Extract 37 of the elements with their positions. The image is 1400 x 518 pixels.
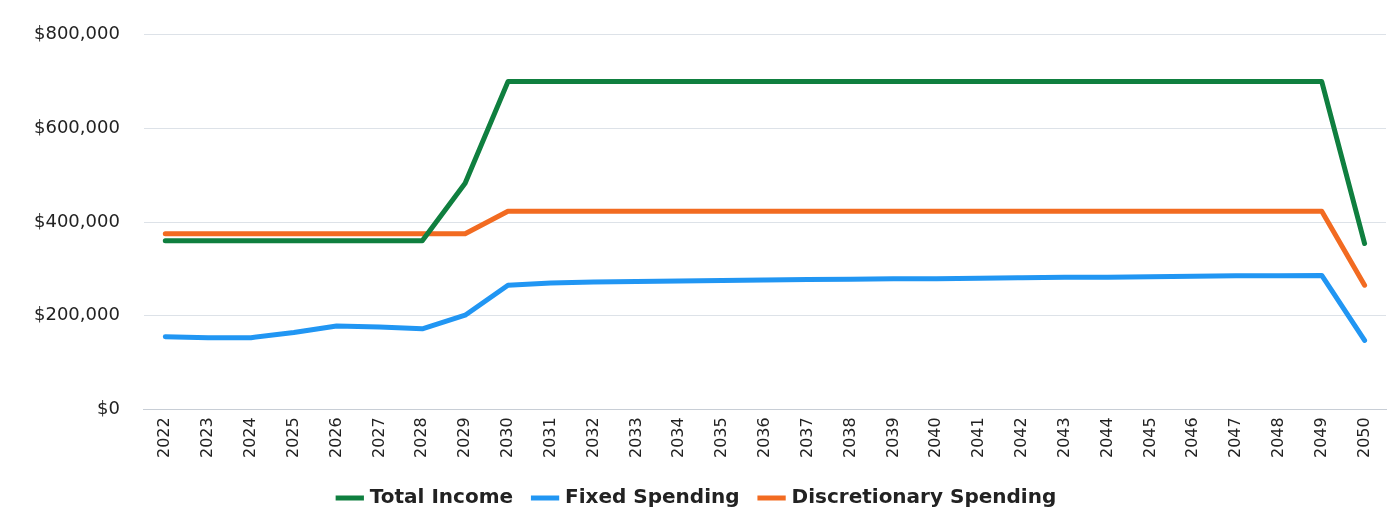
x-tick-label: 2023 (197, 417, 217, 458)
y-tick-label: $800,000 (34, 22, 120, 44)
x-tick-label: 2029 (454, 417, 474, 458)
x-tick-label: 2027 (368, 417, 388, 458)
y-tick-label: $200,000 (34, 303, 120, 325)
x-tick-label: 2033 (625, 417, 645, 458)
x-tick-label: 2028 (411, 417, 431, 458)
x-tick-label: 2050 (1353, 417, 1373, 458)
x-tick-label: 2038 (839, 417, 859, 458)
legend-label: Discretionary Spending (791, 484, 1057, 509)
x-tick-label: 2044 (1096, 417, 1116, 458)
x-tick-label: 2035 (711, 417, 731, 458)
x-tick-label: 2041 (968, 417, 988, 458)
x-tick-label: 2042 (1011, 417, 1031, 458)
x-tick-label: 2049 (1310, 417, 1330, 458)
y-tick-label: $0 (96, 396, 120, 418)
y-tick-label: $600,000 (34, 116, 120, 138)
x-tick-label: 2030 (497, 417, 517, 458)
legend-label: Fixed Spending (565, 484, 740, 509)
x-tick-label: 2034 (668, 417, 688, 458)
x-tick-label: 2040 (925, 417, 945, 458)
x-tick-label: 2037 (796, 417, 816, 458)
x-tick-label: 2045 (1139, 417, 1159, 458)
x-tick-label: 2025 (282, 417, 302, 458)
x-tick-label: 2039 (882, 417, 902, 458)
x-tick-label: 2046 (1182, 417, 1202, 458)
x-tick-label: 2024 (240, 417, 260, 458)
legend-label: Total Income (369, 484, 514, 509)
x-tick-label: 2043 (1053, 417, 1073, 458)
x-tick-label: 2036 (754, 417, 774, 458)
y-tick-label: $400,000 (34, 209, 120, 231)
x-tick-label: 2031 (539, 417, 559, 458)
x-tick-label: 2048 (1268, 417, 1288, 458)
x-tick-label: 2032 (582, 417, 602, 458)
x-tick-label: 2047 (1225, 417, 1245, 458)
x-tick-label: 2026 (325, 417, 345, 458)
x-tick-label: 2022 (154, 417, 174, 458)
